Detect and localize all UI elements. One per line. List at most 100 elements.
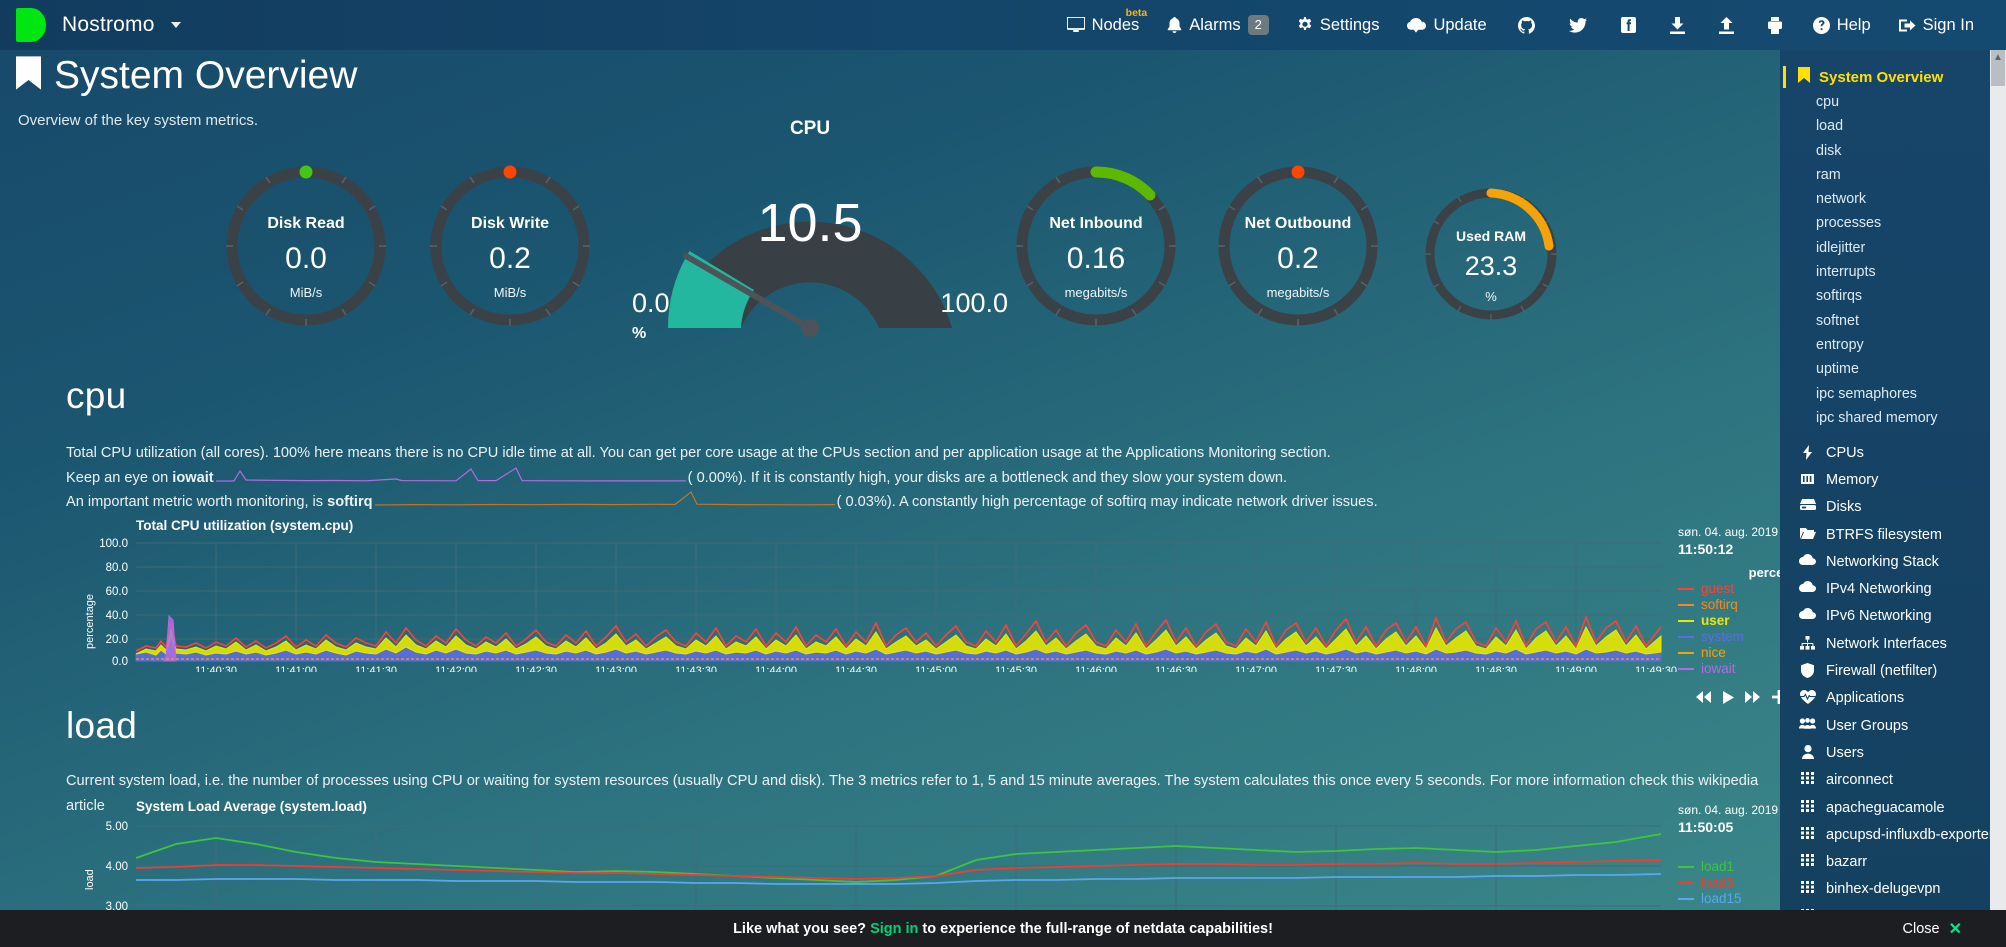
sidebar-item-user-groups[interactable]: User Groups bbox=[1780, 712, 2006, 739]
gauge-disk-read-value: 0.0 bbox=[285, 242, 327, 275]
nav-settings-label: Settings bbox=[1319, 15, 1380, 34]
sidebar-item-cpu[interactable]: cpu bbox=[1780, 90, 2006, 114]
forward-icon[interactable] bbox=[1745, 691, 1761, 703]
scroll-up-icon[interactable]: ▲ bbox=[1993, 52, 2003, 63]
gear-icon bbox=[1297, 16, 1313, 34]
page-title-row: System Overview bbox=[16, 56, 357, 95]
netdata-logo[interactable] bbox=[0, 8, 62, 42]
display-icon bbox=[1066, 17, 1085, 33]
sidebar-item-apacheguacamole[interactable]: apacheguacamole bbox=[1780, 794, 2006, 821]
right-sidebar[interactable]: System Overview cpu load disk ram networ… bbox=[1780, 50, 2006, 947]
nav-sign-in[interactable]: Sign In bbox=[1885, 0, 1988, 50]
sidebar-item-ipv4-networking[interactable]: IPv4 Networking bbox=[1780, 576, 2006, 603]
sidebar-item-btrfs-filesystem[interactable]: BTRFS filesystem bbox=[1780, 521, 2006, 548]
legend-time: 11:50:12 bbox=[1678, 541, 1734, 557]
cpu-desc-3-pre: An important metric worth monitoring, is bbox=[66, 494, 328, 511]
disk-write-ring-icon bbox=[430, 165, 590, 326]
nav-update[interactable]: Update bbox=[1393, 0, 1500, 50]
user-icon bbox=[1798, 743, 1817, 759]
bookmark-icon bbox=[16, 56, 41, 95]
sidebar-item-disks[interactable]: Disks bbox=[1780, 494, 2006, 521]
sidebar-item-ram[interactable]: ram bbox=[1780, 163, 2006, 187]
hostname-dropdown[interactable]: Nostromo bbox=[62, 13, 181, 37]
sidebar-item-load[interactable]: load bbox=[1780, 114, 2006, 138]
sidebar-item-disk[interactable]: disk bbox=[1780, 139, 2006, 163]
zoom-in-icon[interactable] bbox=[1772, 690, 1786, 704]
nav-settings[interactable]: Settings bbox=[1283, 0, 1394, 50]
nav-help[interactable]: Help bbox=[1799, 0, 1885, 50]
sidebar-item-applications[interactable]: Applications bbox=[1780, 685, 2006, 712]
sidebar-item-entropy[interactable]: entropy bbox=[1780, 333, 2006, 357]
sidebar-item-network-interfaces[interactable]: Network Interfaces bbox=[1780, 630, 2006, 657]
sidebar-item-apcupsd-influxdb-exporter[interactable]: apcupsd-influxdb-exporter bbox=[1780, 821, 2006, 848]
sidebar-item-users[interactable]: Users bbox=[1780, 739, 2006, 766]
sidebar-item-cpus[interactable]: CPUs bbox=[1780, 439, 2006, 466]
sidebar-sub-label: interrupts bbox=[1816, 264, 1876, 281]
sidebar-item-label: apcupsd-influxdb-exporter bbox=[1826, 826, 1994, 843]
sidebar-item-system-overview[interactable]: System Overview bbox=[1780, 64, 2006, 90]
gauge-cpu[interactable]: CPU 10.5 0.0 % 100.0 bbox=[632, 118, 1008, 350]
nav-facebook[interactable] bbox=[1604, 0, 1653, 50]
play-icon[interactable] bbox=[1723, 690, 1734, 704]
sidebar-item-softirqs[interactable]: softirqs bbox=[1780, 284, 2006, 308]
nav-twitter[interactable] bbox=[1552, 0, 1604, 50]
sidebar-item-uptime[interactable]: uptime bbox=[1780, 357, 2006, 381]
gauge-used-ram[interactable]: Used RAM 23.3 % bbox=[1420, 183, 1562, 325]
gauge-net-outbound[interactable]: Net Outbound 0.2 megabits/s bbox=[1212, 160, 1384, 332]
banner-close-button[interactable]: Close ✕ bbox=[1903, 919, 1962, 939]
nav-nodes-label: Nodes bbox=[1091, 15, 1140, 34]
legend-color-swatch bbox=[1678, 865, 1694, 868]
chart-system-cpu[interactable]: Total CPU utilization (system.cpu) perce… bbox=[66, 518, 1847, 705]
sidebar-section-label: System Overview bbox=[1819, 68, 1944, 86]
nav-nodes[interactable]: Nodes beta bbox=[1053, 0, 1154, 50]
gauge-net-inbound[interactable]: Net Inbound 0.16 megabits/s bbox=[1010, 160, 1182, 332]
gauge-disk-write[interactable]: Disk Write 0.2 MiB/s bbox=[424, 160, 596, 332]
gauge-net-inbound-label: Net Inbound bbox=[1049, 215, 1143, 232]
sidebar-item-label: User Groups bbox=[1826, 717, 1909, 734]
rewind-icon[interactable] bbox=[1696, 691, 1712, 703]
memory-icon bbox=[1798, 470, 1817, 486]
sidebar-item-interrupts[interactable]: interrupts bbox=[1780, 260, 2006, 284]
gauge-cpu-value: 10.5 bbox=[757, 193, 863, 253]
sidebar-item-airconnect[interactable]: airconnect bbox=[1780, 767, 2006, 794]
nav-alarms[interactable]: Alarms 2 bbox=[1153, 0, 1283, 50]
sidebar-item-label: apacheguacamole bbox=[1826, 799, 1945, 816]
sidebar-item-ipc-shared-memory[interactable]: ipc shared memory bbox=[1780, 406, 2006, 430]
sidebar-item-network[interactable]: network bbox=[1780, 187, 2006, 211]
svg-text:60.0: 60.0 bbox=[106, 586, 128, 598]
page-scrollbar-thumb[interactable] bbox=[1991, 50, 2005, 86]
sidebar-item-networking-stack[interactable]: Networking Stack bbox=[1780, 548, 2006, 575]
svg-text:11:43:00: 11:43:00 bbox=[595, 665, 637, 672]
sidebar-item-idlejitter[interactable]: idlejitter bbox=[1780, 236, 2006, 260]
nav-github[interactable] bbox=[1501, 0, 1552, 50]
legend-color-swatch bbox=[1678, 603, 1694, 606]
nav-print[interactable] bbox=[1751, 0, 1799, 50]
gauge-disk-read[interactable]: Disk Read 0.0 MiB/s bbox=[220, 160, 392, 332]
sign-in-banner-text: Like what you see? Sign in to experience… bbox=[733, 921, 1273, 937]
close-icon[interactable]: ✕ bbox=[1948, 920, 1962, 938]
cloud-icon bbox=[1798, 579, 1817, 593]
sidebar-item-softnet[interactable]: softnet bbox=[1780, 309, 2006, 333]
cpu-desc-2-pre: Keep an eye on bbox=[66, 469, 173, 486]
chart-system-cpu-area[interactable]: percentage 100.0 80.0 60.0 40.0 20.0 0.0 bbox=[66, 525, 1847, 705]
sidebar-item-memory[interactable]: Memory bbox=[1780, 466, 2006, 493]
sidebar-item-firewall[interactable]: Firewall (netfilter) bbox=[1780, 658, 2006, 685]
nav-import[interactable] bbox=[1653, 0, 1702, 50]
legend-color-swatch bbox=[1678, 881, 1694, 884]
sidebar-item-ipv6-networking[interactable]: IPv6 Networking bbox=[1780, 603, 2006, 630]
navbar-right: Nodes beta Alarms 2 bbox=[1053, 0, 2006, 50]
sidebar-sub-label: disk bbox=[1816, 142, 1842, 159]
sidebar-item-ipc-semaphores[interactable]: ipc semaphores bbox=[1780, 382, 2006, 406]
section-cpu-title: cpu bbox=[66, 375, 127, 416]
print-icon bbox=[1767, 16, 1782, 34]
banner-sign-in-link[interactable]: Sign in bbox=[870, 920, 919, 937]
svg-text:4.00: 4.00 bbox=[106, 861, 128, 873]
sidebar-item-processes[interactable]: processes bbox=[1780, 211, 2006, 235]
chart-system-load[interactable]: System Load Average (system.load) load 5… bbox=[66, 799, 1818, 928]
banner-close-label: Close bbox=[1902, 920, 1940, 937]
sidebar-item-binhex-delugevpn[interactable]: binhex-delugevpn bbox=[1780, 876, 2006, 903]
page-scrollbar[interactable]: ▲ ▼ bbox=[1990, 50, 2006, 947]
nav-export[interactable] bbox=[1702, 0, 1751, 50]
legend-color-swatch bbox=[1678, 635, 1694, 638]
sidebar-item-bazarr[interactable]: bazarr bbox=[1780, 849, 2006, 876]
